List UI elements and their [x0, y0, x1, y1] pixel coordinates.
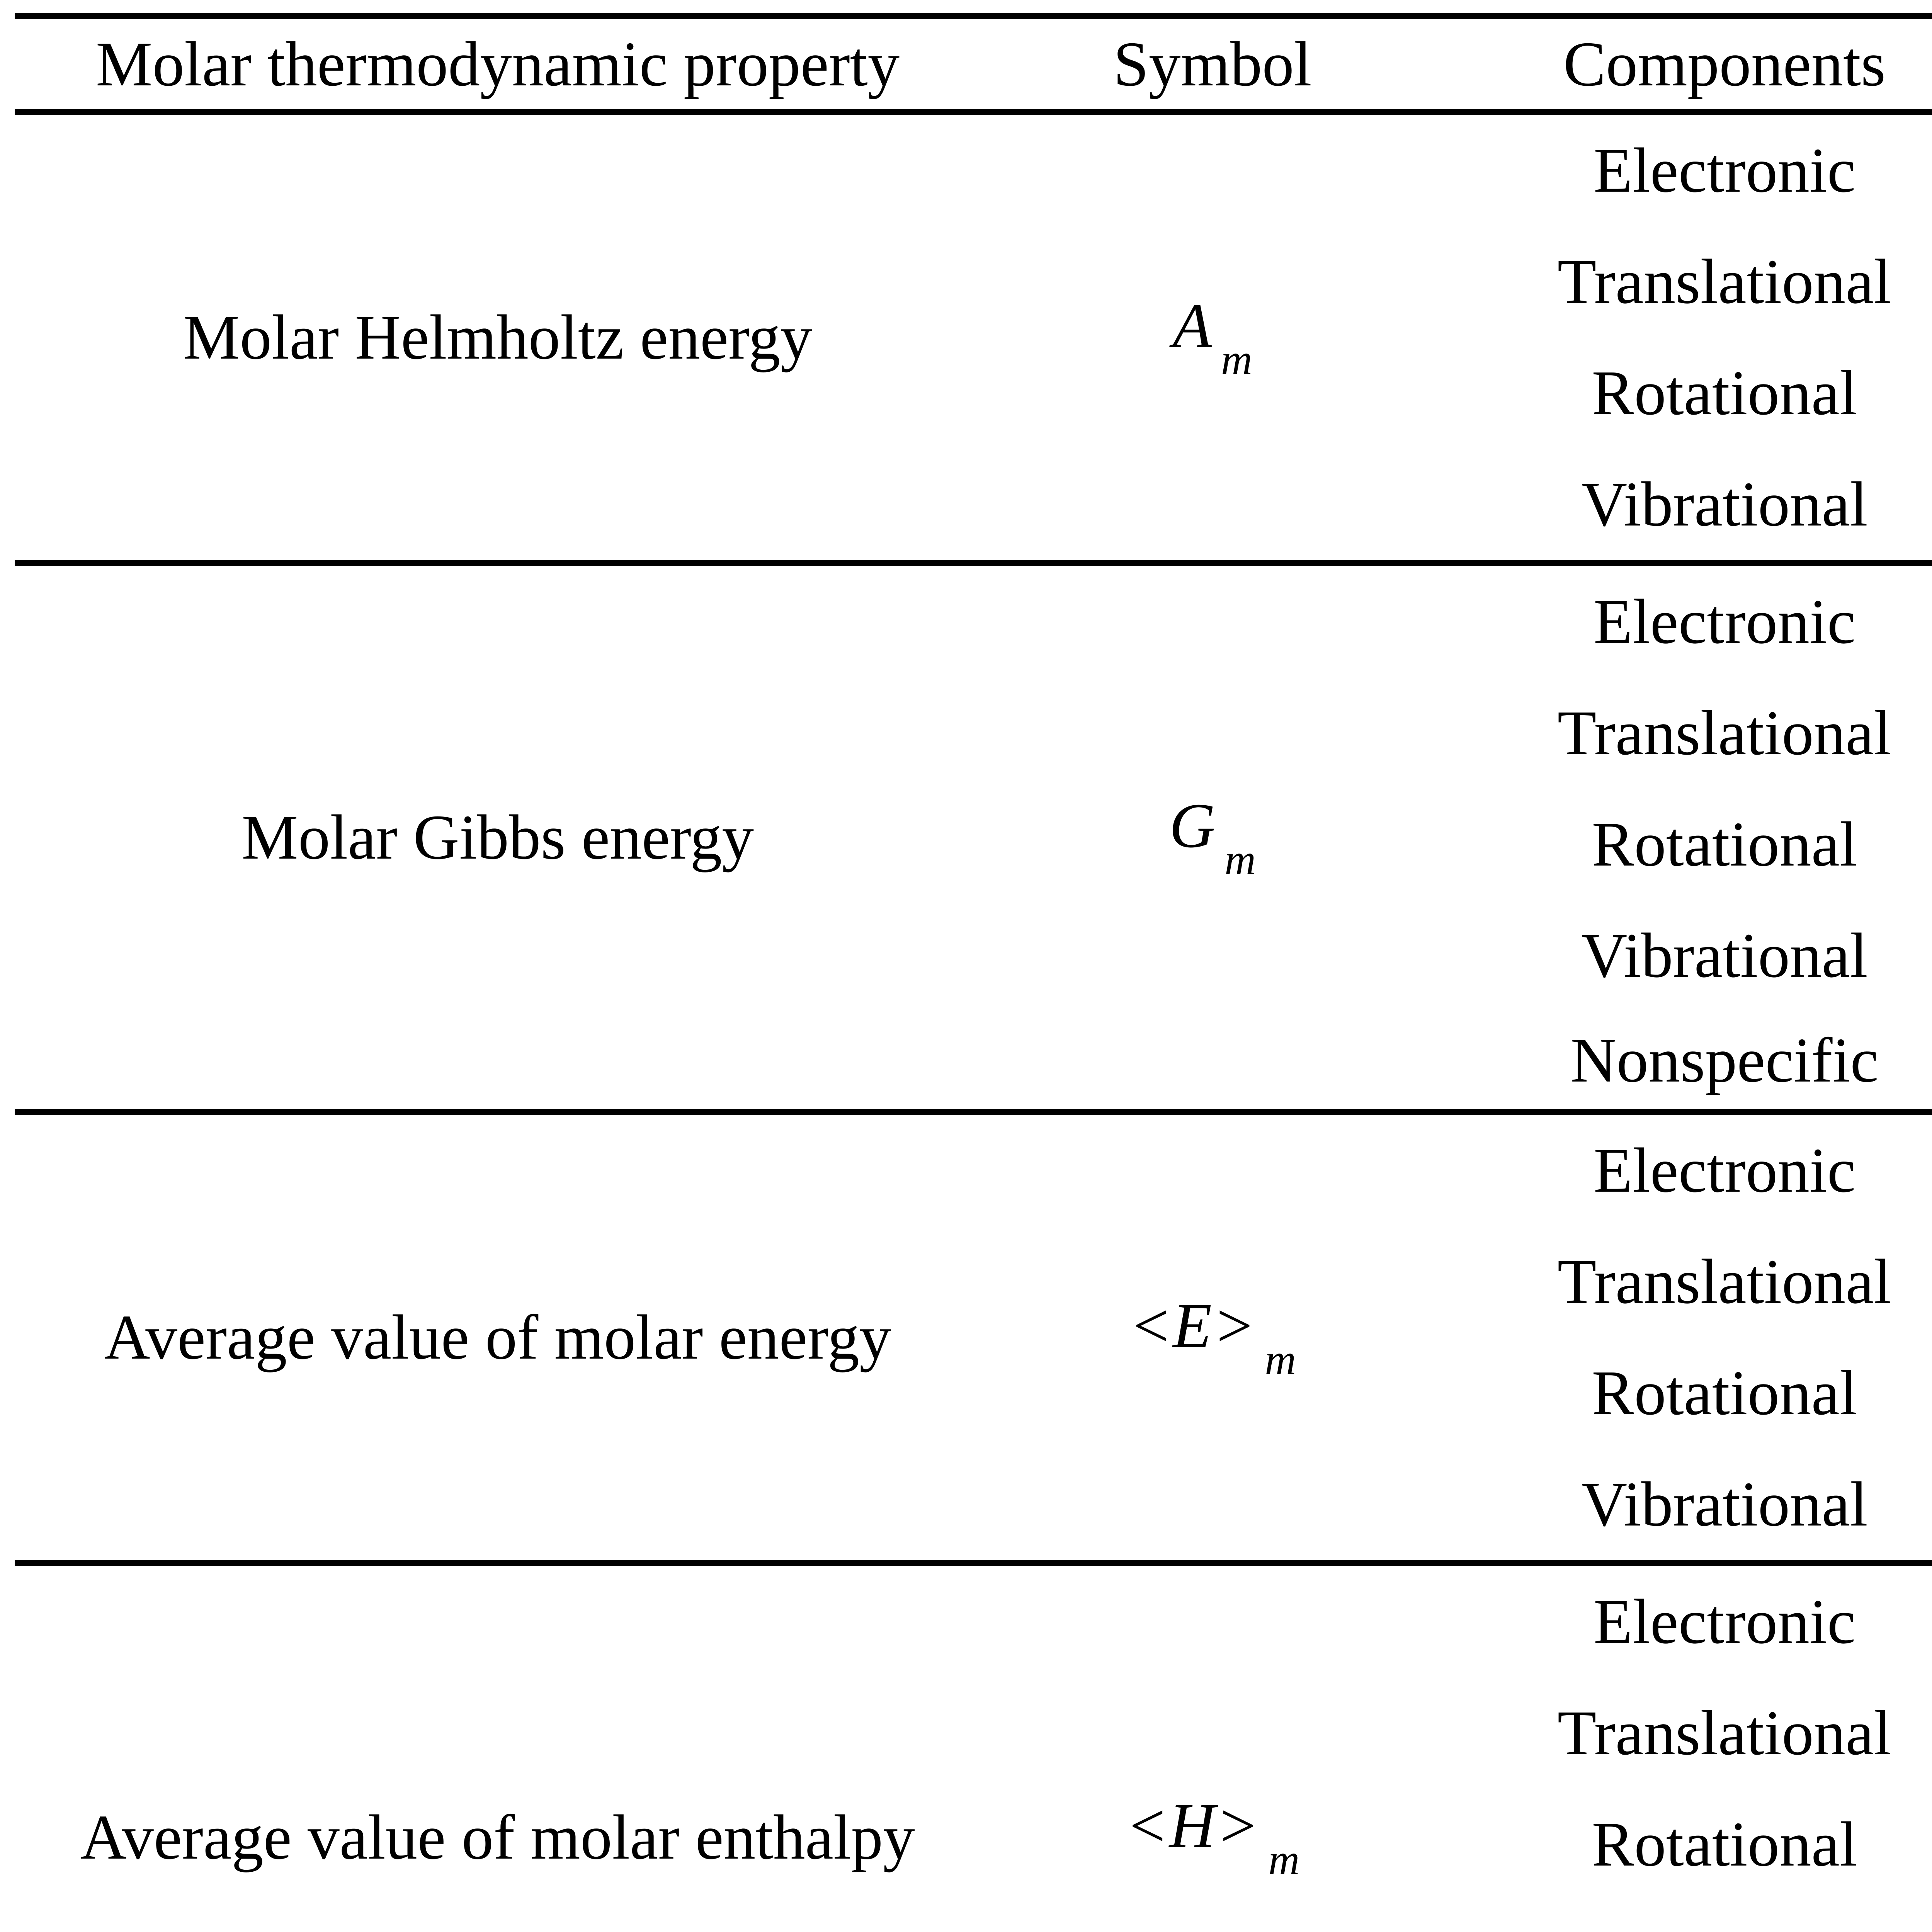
formula-base: <E> [1129, 1290, 1257, 1361]
table-row: Translational <Etransl>m [15, 1226, 1932, 1337]
table-row: Vibrational <Evib>m [15, 1449, 1932, 1563]
header-symbol: Symbol [1113, 28, 1312, 99]
table-row: Translational Atranslm [15, 226, 1932, 337]
component-cell: Translational [1557, 697, 1892, 768]
table-row: Rotational <Erot>m [15, 1337, 1932, 1449]
component-cell: Electronic [1594, 134, 1855, 206]
property-cell: Average value of molar energy [104, 1302, 891, 1373]
component-cell: Vibrational [1581, 469, 1868, 540]
group-helmholtz: Molar Helmholtz energy Am Electronic Ael… [15, 112, 1932, 563]
table-row: Vibrational Avibm [15, 900, 1932, 1011]
table-row: Molar Helmholtz energy Am Electronic Ael… [15, 112, 1932, 384]
property-symbol-cell: <E> m [981, 1112, 1444, 1563]
formula-sub: m [1268, 1835, 1300, 1884]
header-components: Components [1563, 28, 1886, 99]
property-cell: Average value of molar enthalpy [80, 1801, 915, 1872]
component-cell: Electronic [1594, 586, 1855, 657]
component-cell: Electronic [1594, 1134, 1855, 1206]
component-cell: Translational [1557, 246, 1892, 317]
table-row: Translational <Etransl>m [15, 1677, 1932, 1788]
table-row: Rotational <Erot>m [15, 1789, 1932, 1900]
group-average-enthalpy: Average value of molar enthalpy <H> m Ele… [15, 1563, 1932, 1932]
property-symbol-cell: <H> m [981, 1563, 1444, 1932]
formula-sub: m [1265, 1336, 1296, 1384]
component-cell: Rotational [1592, 1808, 1857, 1879]
formula-sub: m [1225, 836, 1256, 884]
table-row: Rotational Arotm [15, 789, 1932, 900]
property-cell: Molar Helmholtz energy [183, 302, 813, 373]
group-gibbs: Molar Gibbs energy Gm Electronic Aelm Tr… [15, 563, 1932, 1112]
component-cell: Translational [1557, 1246, 1892, 1317]
formula-base: G [1169, 790, 1216, 861]
table-row: Molar Gibbs energy Gm Electronic Aelm [15, 563, 1932, 883]
table-row: Vibrational <Evib>m [15, 1900, 1932, 1932]
component-cell: Vibrational [1444, 1900, 1932, 1932]
component-cell: Nonspecific [1570, 1024, 1879, 1095]
component-cell: Translational [1557, 1697, 1892, 1768]
component-cell: Rotational [1592, 357, 1857, 429]
table-row: Vibrational Avibm [15, 449, 1932, 563]
table-row: Nonspecific RT [15, 1011, 1932, 1112]
component-cell: Vibrational [1581, 1469, 1868, 1540]
table-row: Rotational Arotm [15, 337, 1932, 449]
group-average-energy: Average value of molar energy <E> m Elect… [15, 1112, 1932, 1563]
table-header-row: Molar thermodynamic property Symbol Comp… [15, 16, 1932, 112]
header-property: Molar thermodynamic property [95, 28, 900, 99]
component-cell: Rotational [1592, 1357, 1857, 1429]
property-cell: Molar Gibbs energy [242, 802, 754, 873]
table-row: Average value of molar enthalpy <H> m Ele… [15, 1563, 1932, 1883]
component-cell: Rotational [1592, 808, 1857, 879]
formula-sub: m [1221, 336, 1252, 384]
formula-base: A [1173, 290, 1213, 361]
component-cell: Electronic [1594, 1586, 1855, 1657]
component-cell: Vibrational [1581, 920, 1868, 991]
formula-base: <H> [1125, 1790, 1260, 1861]
thermodynamic-properties-table: Molar thermodynamic property Symbol Comp… [15, 13, 1932, 1932]
table-row: Average value of molar energy <E> m Elect… [15, 1112, 1932, 1384]
table-row: Translational Atranslm [15, 677, 1932, 788]
